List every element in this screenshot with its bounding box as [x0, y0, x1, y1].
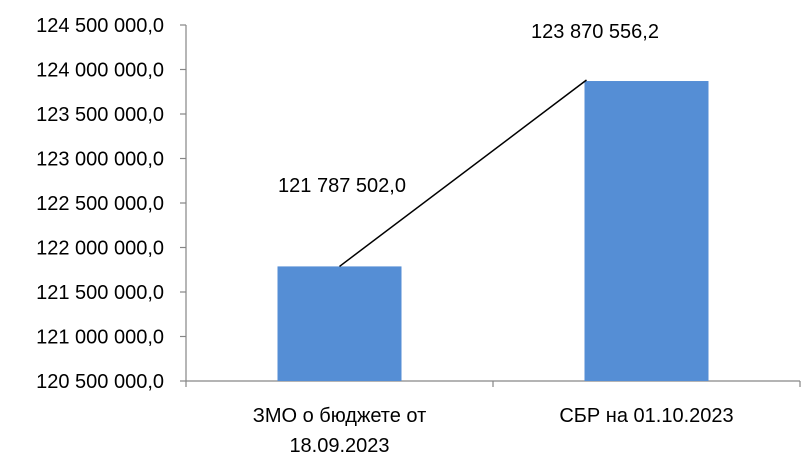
- y-tick-label: 123 000 000,0: [36, 149, 164, 171]
- y-tick-label: 122 000 000,0: [36, 238, 164, 260]
- category-labels: ЗМО о бюджете от 18.09.2023 СБР на 01.10.2…: [253, 405, 734, 457]
- leader-line: [339, 79, 587, 268]
- y-tick-label: 122 500 000,0: [36, 193, 164, 215]
- bar: [584, 81, 709, 381]
- bars: [277, 81, 709, 381]
- x-category-label-line: 18.09.2023: [289, 435, 389, 457]
- y-tick-label: 120 500 000,0: [36, 371, 164, 393]
- data-labels: 121 787 502,0 123 870 556,2: [278, 21, 659, 197]
- data-label: 121 787 502,0: [278, 175, 406, 197]
- data-label: 123 870 556,2: [531, 21, 659, 43]
- y-axis-ticks: 120 500 000,0 121 000 000,0 121 500 000,0 1…: [36, 15, 186, 393]
- bar: [277, 266, 402, 381]
- connector-lines: [339, 79, 587, 268]
- y-tick-label: 123 500 000,0: [36, 104, 164, 126]
- x-category-label: СБР на 01.10.2023: [559, 405, 733, 427]
- y-tick-label: 121 000 000,0: [36, 327, 164, 349]
- x-category-label: ЗМО о бюджете от 18.09.2023: [253, 405, 427, 457]
- y-tick-label: 124 500 000,0: [36, 15, 164, 37]
- y-tick-label: 124 000 000,0: [36, 60, 164, 82]
- x-category-label-line: ЗМО о бюджете от: [253, 405, 427, 427]
- x-category-label-line: СБР на 01.10.2023: [559, 405, 733, 427]
- y-tick-label: 121 500 000,0: [36, 282, 164, 304]
